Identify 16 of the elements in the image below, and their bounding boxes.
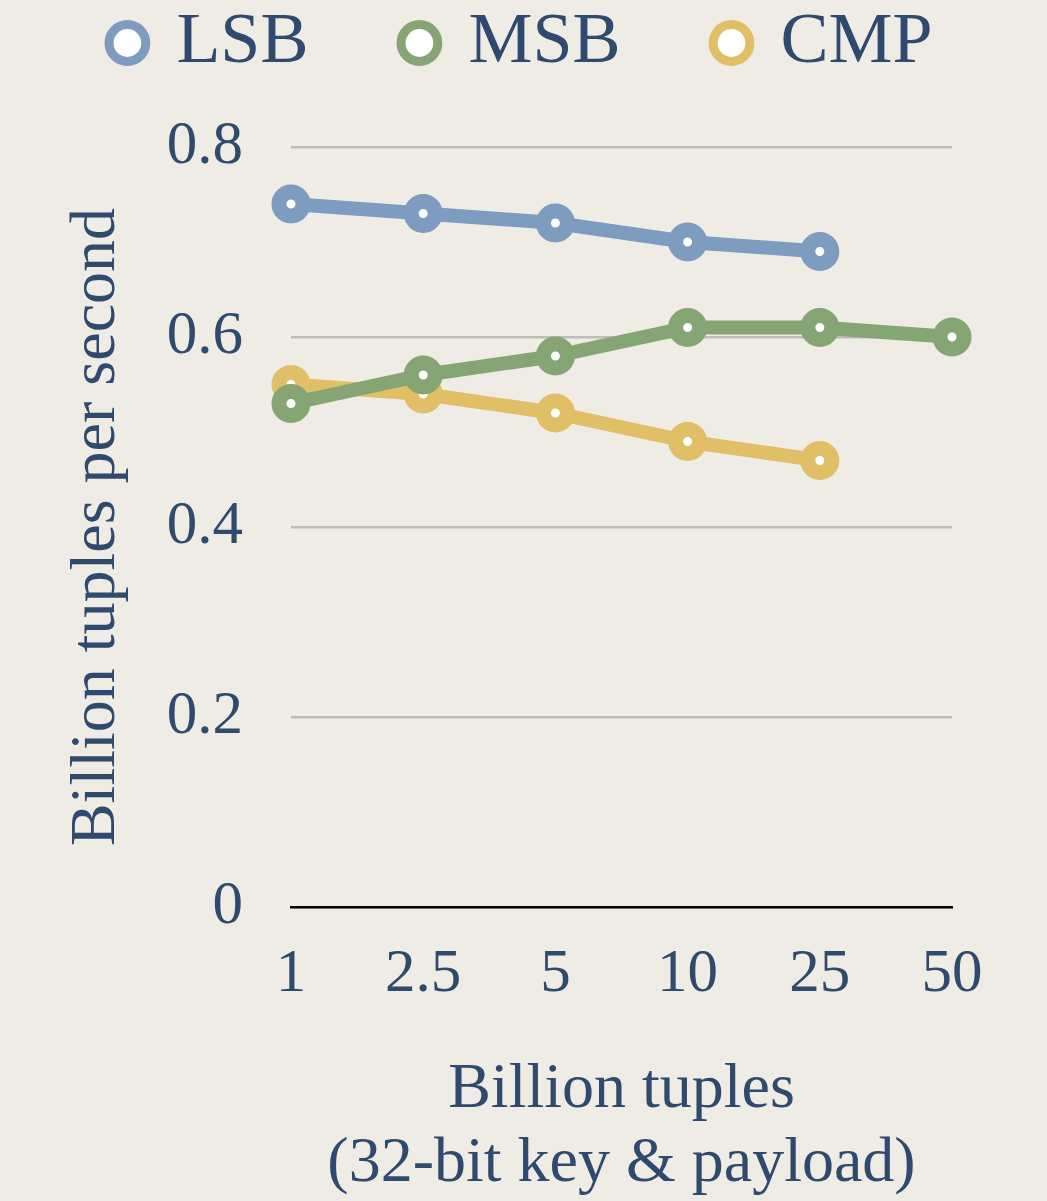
x-tick-label: 25	[789, 936, 851, 1004]
x-axis-title: Billion tuples (32-bit key & payload)	[327, 1050, 916, 1196]
y-tick-label: 0.4	[166, 489, 243, 557]
y-tick-label: 0	[212, 869, 243, 937]
x-tick-label: 10	[657, 936, 719, 1004]
y-tick-label: 0.6	[166, 299, 243, 367]
legend-label: LSB	[176, 0, 309, 78]
legend-label: MSB	[468, 0, 621, 78]
y-axis-title: Billion tuples per second	[57, 207, 129, 847]
y-tick-label: 0.8	[166, 109, 243, 177]
x-tick-label: 1	[275, 936, 307, 1004]
x-tick-label: 2.5	[385, 936, 462, 1004]
y-tick-label: 0.2	[166, 679, 243, 747]
x-tick-label: 50	[921, 936, 983, 1004]
legend-label: CMP	[780, 0, 933, 78]
x-tick-label: 5	[540, 936, 571, 1004]
